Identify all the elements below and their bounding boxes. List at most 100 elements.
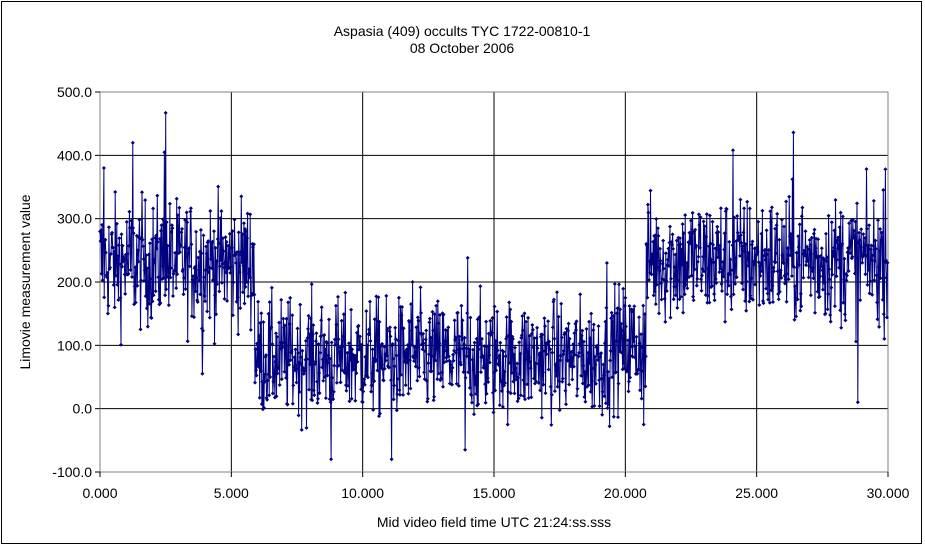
data-point	[188, 209, 193, 214]
data-point	[469, 393, 474, 398]
data-point	[446, 354, 451, 359]
data-point	[571, 364, 576, 369]
data-point	[729, 307, 734, 312]
data-point	[788, 253, 793, 258]
data-point	[739, 240, 744, 245]
data-point	[807, 238, 812, 242]
data-point	[99, 228, 104, 233]
data-point	[882, 336, 887, 341]
data-point	[312, 393, 317, 398]
data-point	[403, 383, 408, 388]
data-point	[103, 237, 108, 242]
data-point	[668, 224, 672, 229]
data-point	[587, 319, 592, 324]
data-point	[499, 379, 504, 384]
data-point	[300, 348, 305, 353]
data-point	[521, 394, 526, 399]
data-point	[626, 389, 631, 394]
data-point	[515, 361, 520, 366]
data-point	[501, 349, 506, 354]
data-point	[101, 166, 106, 170]
data-point	[227, 254, 232, 259]
data-point	[813, 310, 817, 315]
data-point	[382, 344, 387, 349]
data-point	[506, 333, 511, 338]
data-point	[409, 328, 414, 333]
data-point	[424, 378, 429, 383]
data-point	[389, 457, 394, 462]
data-point	[299, 427, 304, 432]
data-point	[150, 299, 155, 304]
data-point	[238, 306, 243, 311]
data-point	[167, 270, 172, 275]
data-point	[625, 368, 630, 373]
data-point	[835, 257, 839, 262]
data-point	[189, 242, 194, 247]
data-point	[449, 369, 454, 374]
data-point	[194, 229, 199, 234]
data-point	[435, 377, 440, 382]
data-point	[339, 355, 344, 360]
data-point	[122, 257, 127, 262]
data-point	[298, 355, 303, 360]
data-point	[685, 286, 690, 291]
data-point	[858, 298, 863, 303]
data-point	[513, 345, 517, 350]
data-point	[439, 376, 444, 381]
data-point	[610, 319, 615, 324]
data-point	[158, 228, 163, 233]
data-point	[244, 229, 248, 234]
data-point	[368, 339, 373, 343]
data-point	[725, 278, 730, 283]
data-point	[758, 273, 763, 278]
data-point	[820, 287, 825, 292]
data-point	[869, 258, 874, 262]
data-point	[387, 329, 392, 334]
data-point	[620, 351, 625, 355]
data-point	[109, 251, 113, 256]
data-point	[660, 261, 665, 266]
data-point	[259, 402, 264, 407]
data-point	[152, 260, 157, 265]
data-point	[342, 370, 347, 375]
data-point	[864, 167, 869, 172]
data-point	[521, 378, 526, 382]
data-point	[462, 335, 467, 340]
data-point	[372, 379, 377, 384]
data-point	[653, 302, 658, 307]
data-point	[827, 267, 832, 272]
data-point	[860, 254, 865, 259]
data-point	[471, 368, 476, 373]
data-point	[129, 243, 133, 247]
data-point	[427, 316, 432, 321]
data-point	[748, 293, 753, 298]
data-point	[630, 344, 635, 349]
data-point	[779, 275, 784, 280]
data-point	[652, 289, 657, 294]
data-point	[587, 360, 592, 365]
x-tick-label: 15.000	[473, 485, 516, 501]
data-point	[390, 342, 395, 346]
data-point	[663, 319, 668, 324]
data-point	[517, 371, 522, 376]
data-point	[557, 378, 562, 383]
data-point	[606, 369, 610, 374]
data-point	[781, 261, 786, 266]
data-point	[306, 326, 310, 331]
data-point	[440, 370, 444, 375]
data-point	[231, 280, 236, 285]
data-point	[771, 300, 775, 304]
data-point	[417, 374, 422, 379]
data-point	[530, 327, 535, 332]
data-point	[778, 268, 783, 273]
data-point	[456, 383, 461, 388]
data-point	[613, 370, 618, 375]
data-point	[616, 381, 621, 386]
data-point	[546, 367, 551, 372]
data-point	[530, 323, 535, 327]
data-point	[473, 382, 478, 387]
data-point	[307, 387, 312, 392]
data-point	[536, 361, 541, 366]
data-point	[113, 273, 118, 278]
data-point	[840, 214, 845, 219]
